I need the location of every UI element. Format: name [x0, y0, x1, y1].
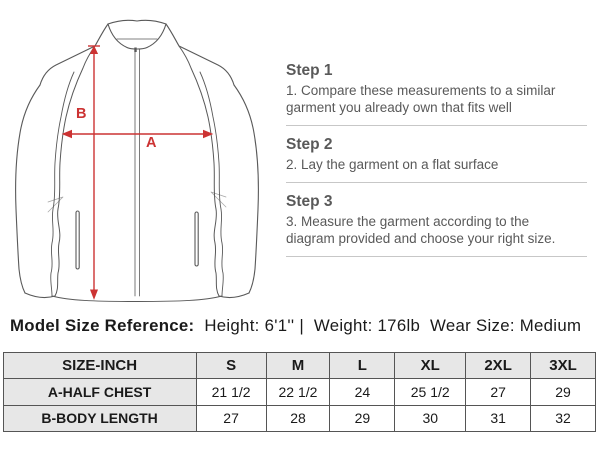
svg-text:B: B [76, 106, 86, 122]
svg-text:A: A [146, 135, 157, 151]
